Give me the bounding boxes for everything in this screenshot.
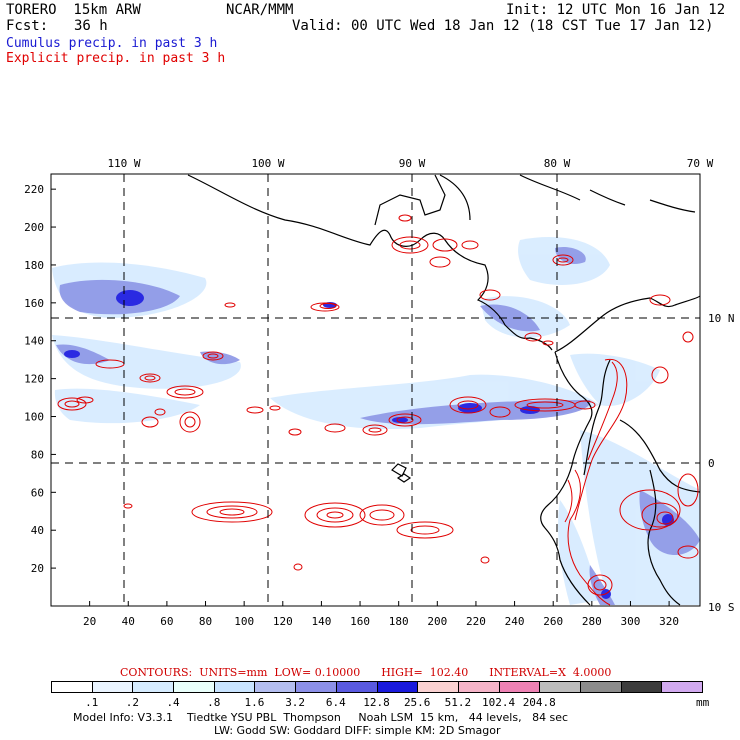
colorbar-swatch xyxy=(335,681,378,693)
x-tick-label: 260 xyxy=(543,615,563,628)
colorbar-swatch xyxy=(91,681,134,693)
lon-label: 90 W xyxy=(399,157,426,170)
x-tick-label: 40 xyxy=(122,615,135,628)
lat-lon-grid xyxy=(51,174,700,606)
y-tick-label: 120 xyxy=(24,373,44,386)
x-tick-label: 80 xyxy=(199,615,212,628)
model-info-line1: Model Info: V3.3.1 Tiedtke YSU PBL Thomp… xyxy=(73,711,569,724)
x-tick-label: 100 xyxy=(234,615,254,628)
colorbar-swatch xyxy=(417,681,459,693)
colorbar-label: .1 xyxy=(85,696,99,709)
y-tick-label: 140 xyxy=(24,335,44,348)
organization-label: NCAR/MMM xyxy=(226,2,294,18)
forecast-hours: 36 h xyxy=(74,18,108,34)
colorbar-swatch xyxy=(457,681,500,693)
colorbar-label: 25.6 xyxy=(403,696,431,709)
y-tick-label: 80 xyxy=(31,448,44,461)
x-tick-label: 120 xyxy=(273,615,293,628)
model-title: TORERO 15km ARW xyxy=(6,2,141,18)
colorbar-label: .8 xyxy=(207,696,221,709)
colorbar-label: 204.8 xyxy=(522,696,556,709)
x-tick-label: 180 xyxy=(389,615,409,628)
colorbar-label: 6.4 xyxy=(325,696,346,709)
y-tick-label: 180 xyxy=(24,259,44,272)
colorbar-label: .2 xyxy=(125,696,139,709)
colorbar-label: 3.2 xyxy=(285,696,306,709)
model-info-line2: LW: Godd SW: Goddard DIFF: simple KM: 2D… xyxy=(214,724,501,737)
legend-explicit: Explicit precip. in past 3 h xyxy=(6,51,226,66)
y-tick-label: 60 xyxy=(31,486,44,499)
lon-label: 100 W xyxy=(251,157,284,170)
x-tick-label: 220 xyxy=(466,615,486,628)
colorbar-swatch xyxy=(376,681,419,693)
x-tick-label: 280 xyxy=(582,615,602,628)
colorbar-swatch xyxy=(173,681,215,693)
colorbar-swatch xyxy=(661,681,703,693)
colorbar-label: 12.8 xyxy=(363,696,390,709)
cumulus-precip-dark xyxy=(64,290,674,599)
y-tick-label: 200 xyxy=(24,221,44,234)
plot-frame xyxy=(50,173,701,607)
y-tick-label: 100 xyxy=(24,411,44,424)
colorbar-label: 1.6 xyxy=(244,696,265,709)
colorbar-swatch xyxy=(498,681,541,693)
colorbar-unit: mm xyxy=(696,696,710,709)
init-time: Init: 12 UTC Mon 16 Jan 12 xyxy=(506,2,726,18)
lat-label: 10 N xyxy=(708,312,735,325)
lon-label: 70 W xyxy=(687,157,714,170)
lat-label: 0 xyxy=(708,457,715,470)
y-tick-label: 40 xyxy=(31,524,44,537)
colorbar-label: 102.4 xyxy=(482,696,516,709)
colorbar-swatch xyxy=(295,681,337,693)
land-outlines xyxy=(187,174,701,606)
y-tick-label: 20 xyxy=(31,562,44,575)
colorbar-swatch xyxy=(132,681,175,693)
x-tick-label: 140 xyxy=(311,615,331,628)
colorbar-swatch xyxy=(620,681,663,693)
legend-cumulus: Cumulus precip. in past 3 h xyxy=(6,36,218,51)
valid-time: Valid: 00 UTC Wed 18 Jan 12 (18 CST Tue … xyxy=(292,18,714,34)
colorbar-swatch xyxy=(254,681,297,693)
x-tick-label: 60 xyxy=(160,615,173,628)
x-tick-label: 240 xyxy=(505,615,525,628)
colorbar-swatch xyxy=(579,681,622,693)
y-tick-label: 160 xyxy=(24,297,44,310)
colorbar-label: 51.2 xyxy=(444,696,472,709)
x-tick-label: 160 xyxy=(350,615,370,628)
x-tick-label: 320 xyxy=(659,615,679,628)
colorbar-swatch xyxy=(539,681,581,693)
x-tick-label: 20 xyxy=(83,615,96,628)
x-tick-label: 200 xyxy=(427,615,447,628)
lat-label: 10 S xyxy=(708,601,735,614)
x-tick-label: 300 xyxy=(621,615,641,628)
colorbar-label: .4 xyxy=(166,696,180,709)
colorbar-swatch xyxy=(213,681,256,693)
lon-label: 80 W xyxy=(544,157,571,170)
explicit-precip-contours xyxy=(57,214,699,606)
y-tick-label: 220 xyxy=(24,183,44,196)
contours-info: CONTOURS: UNITS=mm LOW= 0.10000 HIGH= 10… xyxy=(120,666,612,679)
lon-label: 110 W xyxy=(107,157,140,170)
forecast-label: Fcst: xyxy=(6,18,49,34)
colorbar-swatch xyxy=(51,681,93,693)
